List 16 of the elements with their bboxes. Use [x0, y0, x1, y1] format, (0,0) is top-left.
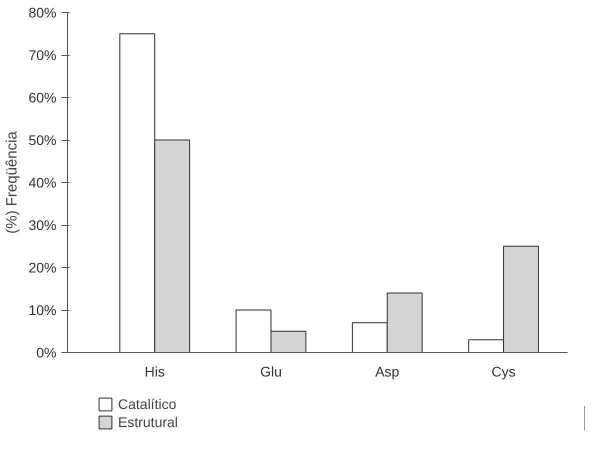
y-tick-label: 10% — [28, 302, 57, 318]
y-tick-label: 80% — [28, 4, 57, 20]
y-axis-title: (%) Freqüência — [3, 130, 20, 234]
x-tick-label: Cys — [491, 364, 516, 380]
y-tick-label: 40% — [28, 174, 57, 190]
legend-label: Estrutural — [118, 414, 178, 430]
x-tick-label: Asp — [375, 364, 400, 380]
x-tick-label: His — [144, 364, 165, 380]
legend-label: Catalítico — [118, 396, 176, 412]
y-tick-label: 70% — [28, 47, 57, 63]
y-tick-label: 30% — [28, 217, 57, 233]
y-tick-label: 0% — [36, 344, 56, 360]
x-tick-label: Glu — [260, 364, 282, 380]
y-tick-label: 60% — [28, 90, 57, 106]
y-tick-label: 50% — [28, 132, 57, 148]
y-tick-label: 20% — [28, 260, 57, 276]
